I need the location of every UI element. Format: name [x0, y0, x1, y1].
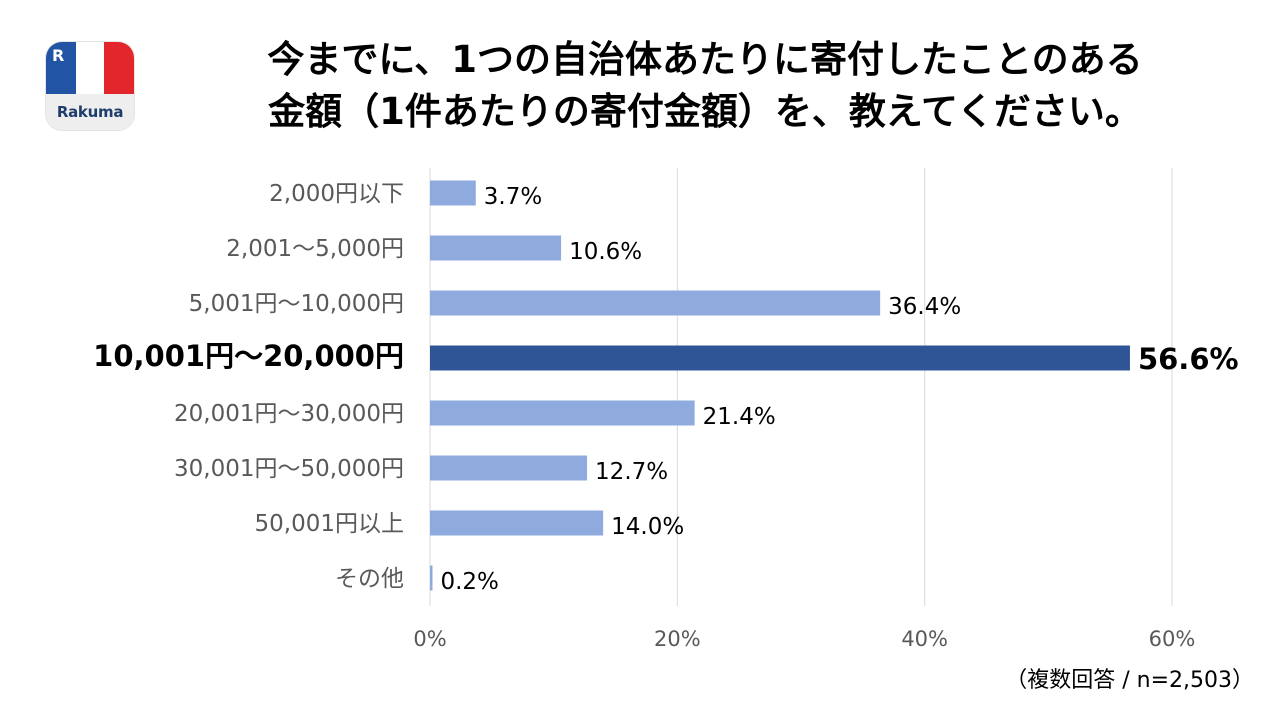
value-label-1: 10.6%	[569, 239, 642, 265]
value-label-6: 14.0%	[611, 514, 684, 540]
category-label-0: 2,000円以下	[269, 181, 404, 207]
chart-title-line-1: 今までに、1つの自治体あたりに寄付したことのある	[267, 38, 1143, 81]
bar-6	[430, 510, 604, 536]
x-tick-label-20: 20%	[654, 627, 701, 651]
value-label-5: 12.7%	[595, 459, 668, 485]
value-label-2: 36.4%	[888, 294, 961, 320]
bar-7	[430, 565, 433, 591]
category-label-2: 5,001円～10,000円	[189, 291, 404, 317]
bar-2	[430, 290, 881, 316]
value-label-7: 0.2%	[440, 569, 498, 595]
bar-3	[430, 345, 1130, 371]
category-label-1: 2,001～5,000円	[226, 236, 404, 262]
logo-wordmark: Rakuma	[56, 103, 124, 121]
logo-flag: R	[46, 42, 134, 94]
category-label-4: 20,001円～30,000円	[174, 401, 404, 427]
bar-5	[430, 455, 588, 481]
chart-title: 今までに、1つの自治体あたりに寄付したことのある 金額（1件あたりの寄付金額）を…	[150, 34, 1260, 138]
category-label-5: 30,001円～50,000円	[174, 456, 404, 482]
bar-4	[430, 400, 695, 426]
value-label-4: 21.4%	[703, 404, 776, 430]
value-label-0: 3.7%	[484, 184, 542, 210]
category-label-6: 50,001円以上	[255, 511, 404, 537]
bar-0	[430, 180, 476, 206]
x-tick-label-0: 0%	[413, 627, 446, 651]
x-tick-label-60: 60%	[1149, 627, 1196, 651]
logo-mark: R	[52, 46, 65, 65]
x-tick-label-40: 40%	[901, 627, 948, 651]
bar-1	[430, 235, 562, 261]
category-label-3: 10,001円～20,000円	[93, 339, 404, 373]
rakuma-logo: R Rakuma	[46, 42, 134, 130]
chart-title-line-2: 金額（1件あたりの寄付金額）を、教えてください。	[268, 90, 1142, 133]
value-label-3: 56.6%	[1138, 342, 1239, 376]
sample-note: （複数回答 / n=2,503）	[1005, 668, 1254, 693]
category-label-7: その他	[335, 566, 404, 592]
